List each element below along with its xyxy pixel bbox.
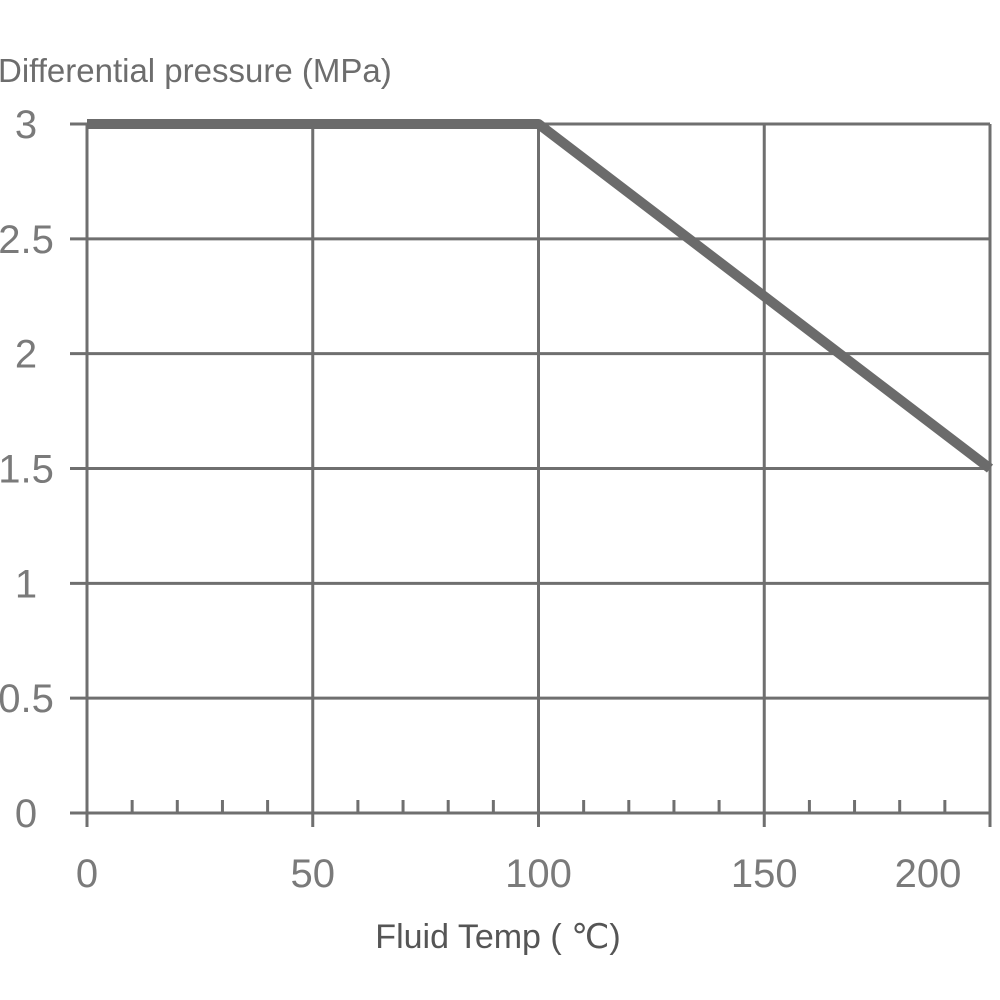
x-axis-title: Fluid Temp ( ℃) — [375, 918, 620, 956]
grid — [70, 122, 992, 827]
x-tick-label: 100 — [505, 852, 572, 896]
y-tick-label: 2 — [15, 333, 37, 377]
minor-ticks — [130, 800, 947, 813]
y-tick-label: 1.5 — [0, 448, 54, 492]
x-tick-label: 150 — [731, 852, 798, 896]
x-tick-label: 0 — [76, 852, 98, 896]
y-tick-label: 0.5 — [0, 677, 54, 721]
x-tick-labels: 0 50 100 150 200 — [76, 852, 962, 896]
y-axis-title: Differential pressure (MPa) — [0, 52, 392, 89]
y-tick-label: 2.5 — [0, 218, 54, 262]
y-tick-label: 1 — [15, 562, 37, 606]
y-tick-label: 0 — [15, 792, 37, 836]
series-line — [87, 119, 994, 473]
series-layer — [87, 119, 994, 473]
x-tick-label: 50 — [291, 852, 336, 896]
x-tick-label: 200 — [895, 852, 962, 896]
y-tick-labels: 0 0.5 1 1.5 2 2.5 3 — [0, 103, 54, 836]
y-tick-label: 3 — [15, 103, 37, 147]
